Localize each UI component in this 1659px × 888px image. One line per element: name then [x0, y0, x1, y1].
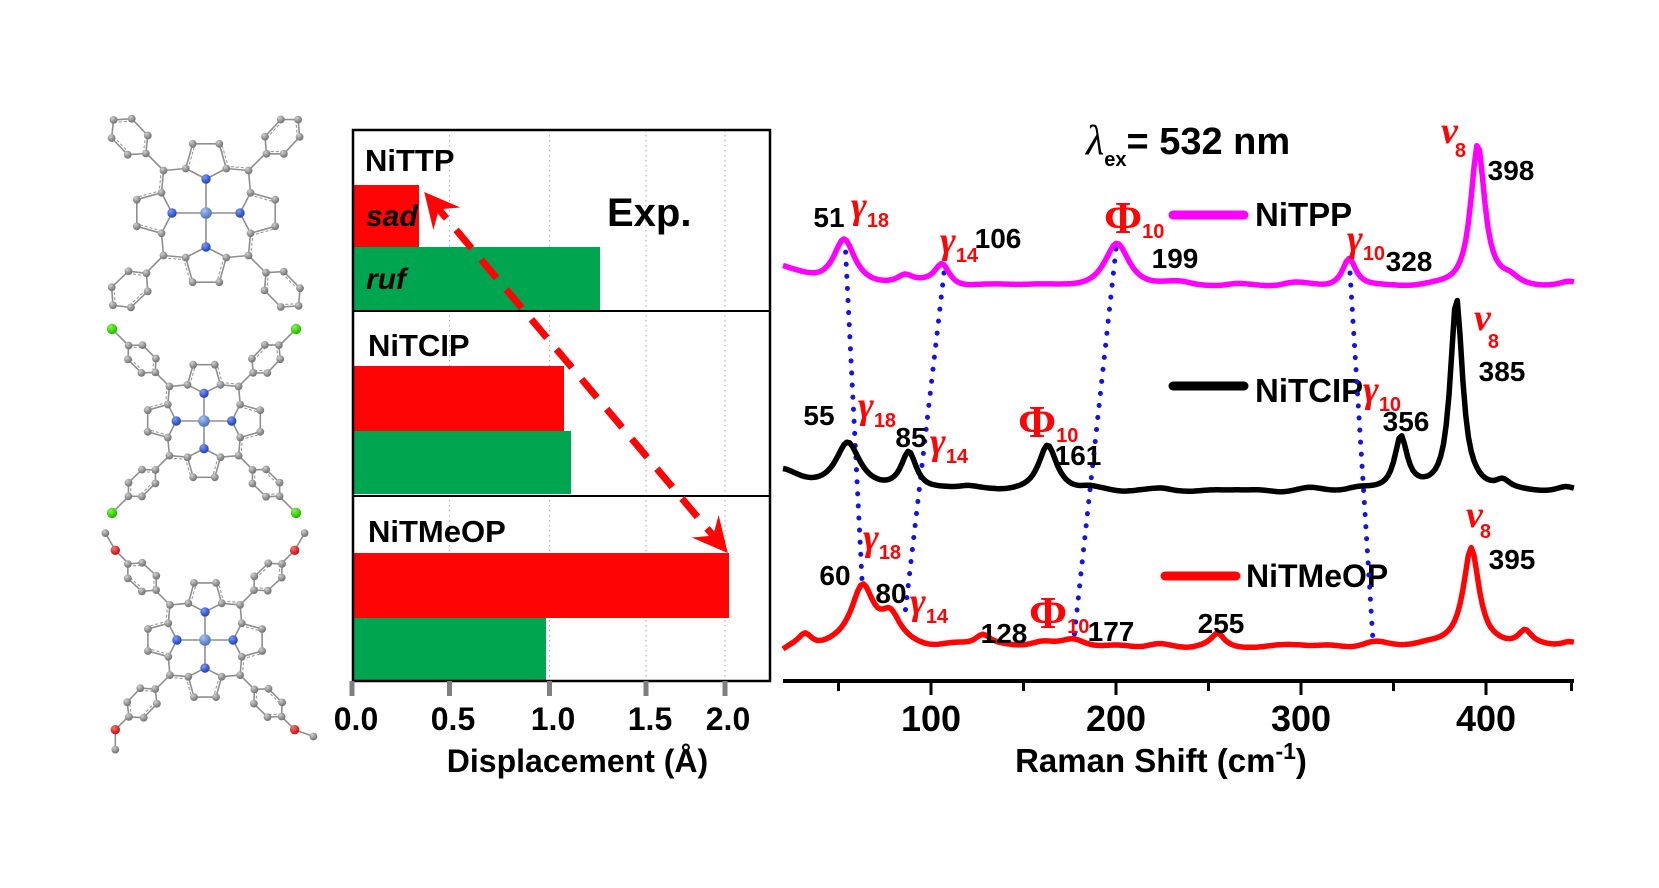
svg-text:1.0: 1.0 — [531, 701, 575, 737]
svg-text:2.0: 2.0 — [706, 701, 750, 737]
svg-text:Displacement (Å): Displacement (Å) — [447, 743, 708, 779]
svg-text:400: 400 — [1456, 698, 1516, 739]
svg-text:55: 55 — [803, 400, 834, 431]
svg-text:51: 51 — [813, 202, 844, 233]
svg-text:Exp.: Exp. — [607, 191, 691, 235]
svg-text:100: 100 — [901, 698, 961, 739]
svg-text:NiTMeOP: NiTMeOP — [368, 514, 506, 549]
svg-text:Raman Shift (cm-1): Raman Shift (cm-1) — [1015, 738, 1307, 779]
svg-text:177: 177 — [1088, 616, 1135, 647]
svg-text:0.5: 0.5 — [431, 701, 475, 737]
svg-text:0.0: 0.0 — [334, 701, 378, 737]
svg-text:385: 385 — [1479, 356, 1526, 387]
svg-text:398: 398 — [1488, 155, 1535, 186]
svg-text:80: 80 — [875, 578, 906, 609]
svg-text:NiTPP: NiTPP — [1255, 196, 1352, 233]
svg-text:395: 395 — [1489, 544, 1536, 575]
svg-text:255: 255 — [1198, 608, 1245, 639]
svg-text:ruf: ruf — [366, 263, 409, 296]
svg-text:356: 356 — [1383, 406, 1430, 437]
svg-text:NiTCIP: NiTCIP — [368, 328, 470, 363]
svg-text:sad: sad — [366, 200, 418, 233]
svg-text:85: 85 — [895, 422, 926, 453]
svg-text:128: 128 — [981, 618, 1028, 649]
svg-text:328: 328 — [1386, 246, 1433, 277]
svg-text:60: 60 — [819, 560, 850, 591]
svg-text:200: 200 — [1086, 698, 1146, 739]
svg-text:NiTCIP: NiTCIP — [1255, 372, 1363, 409]
svg-text:106: 106 — [975, 223, 1022, 254]
svg-text:NiTTP: NiTTP — [365, 143, 455, 178]
svg-text:300: 300 — [1271, 698, 1331, 739]
svg-text:NiTMeOP: NiTMeOP — [1246, 558, 1388, 594]
svg-text:199: 199 — [1152, 243, 1199, 274]
svg-text:1.5: 1.5 — [628, 701, 672, 737]
svg-text:161: 161 — [1055, 440, 1102, 471]
